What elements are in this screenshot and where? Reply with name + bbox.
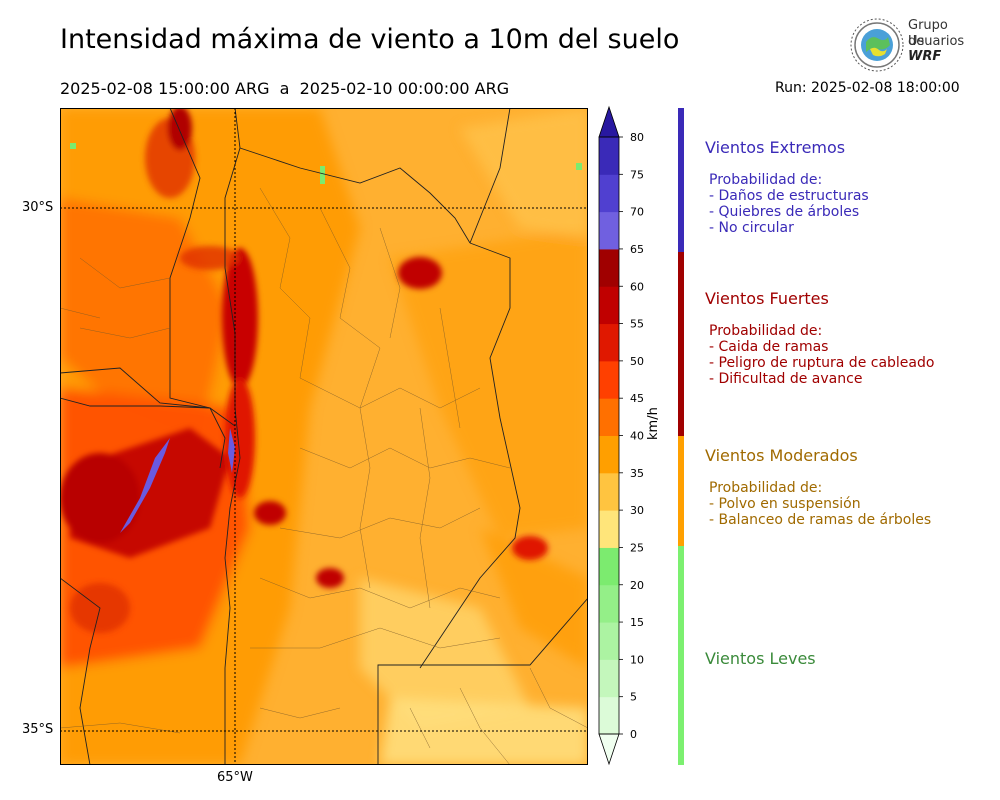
colorbar-block [599,472,619,511]
lon-label-65w: 65°W [217,770,253,785]
forecast-period: 2025-02-08 15:00:00 ARG a 2025-02-10 00:… [60,79,510,98]
colorbar-block [599,398,619,436]
category-bar-leves [678,546,684,765]
lat-label-35s: 35°S [22,722,54,737]
colorbar-block [599,435,619,474]
colorbar-unit-label: km/h [646,407,661,440]
colorbar-tick-label: 40 [630,430,644,443]
category-line: - No circular [709,220,794,236]
colorbar-block [599,622,619,660]
category-line: - Polvo en suspensión [709,496,861,512]
lat-label-30s: 30°S [22,200,54,215]
chart-title: Intensidad máxima de viento a 10m del su… [60,24,680,55]
category-title: Vientos Fuertes [705,289,829,308]
colorbar-block [599,360,619,399]
category-line: Probabilidad de: [709,172,823,188]
category-title: Vientos Leves [705,649,816,668]
logo-text-1: Grupo de [908,18,948,49]
colorbar-block [599,696,619,735]
colorbar-tick-label: 60 [630,280,644,293]
colorbar-block [599,286,619,325]
colorbar-tick-label: 30 [630,504,644,517]
colorbar-block [599,137,619,175]
category-title: Vientos Extremos [705,138,846,157]
colorbar-tick-label: 45 [630,392,644,405]
colorbar-block [599,248,619,287]
globe-icon [850,18,904,72]
logo-text-2: Usuarios [908,34,965,49]
colorbar-extend-max [598,105,620,138]
category-fuertes: Vientos Fuertes Probabilidad de: - Caida… [705,289,934,387]
colorbar-tick-label: 15 [630,616,644,629]
colorbar-block [599,174,619,213]
colorbar-tick-label: 5 [630,691,637,704]
category-leves: Vientos Leves [705,649,816,668]
category-title: Vientos Moderados [705,446,858,465]
colorbar-tick-label: 25 [630,541,644,554]
colorbar-tick-label: 0 [630,728,637,741]
logo-text-3: WRF [908,49,942,64]
colorbar-tick-label: 35 [630,467,644,480]
colorbar: 0 5 10 15 20 25 30 35 40 45 50 55 60 65 70 75 80 [598,105,644,766]
colorbar-block [599,659,619,698]
colorbar-block [599,584,619,623]
colorbar-tick-label: 65 [630,243,644,256]
colorbar-tick-label: 50 [630,355,644,368]
colorbar-extend-min [598,733,620,766]
category-bar-moderados [678,436,684,546]
category-line: - Daños de estructuras [709,188,869,204]
category-line: - Caida de ramas [709,339,829,355]
colorbar-block [599,547,619,586]
colorbar-tick-label: 20 [630,579,644,592]
colorbar-tick-label: 55 [630,318,644,331]
category-line: - Quiebres de árboles [709,204,860,220]
colorbar-tick-label: 75 [630,168,644,181]
category-extremos: Vientos Extremos Probabilidad de: - Daño… [705,138,869,236]
category-line: Probabilidad de: [709,323,823,339]
category-bar-extremos [678,108,684,252]
run-timestamp: Run: 2025-02-08 18:00:00 [775,80,960,96]
colorbar-tick-label: 10 [630,653,644,666]
category-line: - Dificultad de avance [709,371,863,387]
colorbar-tick-label: 70 [630,206,644,219]
colorbar-block [599,510,619,548]
category-line: - Balanceo de ramas de árboles [709,512,932,528]
category-line: Probabilidad de: [709,480,823,496]
colorbar-block [599,211,619,250]
category-moderados: Vientos Moderados Probabilidad de: - Pol… [705,446,931,528]
colorbar-block [599,323,619,362]
wind-map [60,108,588,765]
wrf-users-logo: Grupo de Usuarios WRF [848,16,968,74]
category-bar-fuertes [678,252,684,436]
category-line: - Peligro de ruptura de cableado [709,355,935,371]
colorbar-tick-label: 80 [630,131,644,144]
